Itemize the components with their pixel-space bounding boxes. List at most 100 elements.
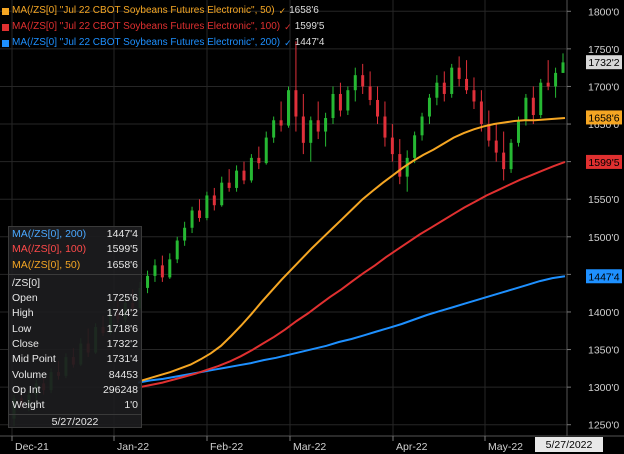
candle-body — [546, 82, 550, 87]
info-ma100-row: MA(/ZS[0], 100) 1599'5 — [9, 242, 141, 257]
info-ma200-row: MA(/ZS[0], 200) 1447'4 — [9, 227, 141, 242]
candle-body — [487, 124, 491, 141]
x-tick-label: Apr-22 — [396, 441, 428, 453]
candle-body — [264, 137, 268, 164]
candle-body — [324, 118, 328, 132]
legend-item-ma50[interactable]: MA(/ZS[0] "Jul 22 CBOT Soybeans Futures … — [2, 3, 324, 19]
candle-body — [353, 75, 357, 91]
legend-swatch — [2, 7, 9, 15]
legend-item-ma200[interactable]: MA(/ZS[0] "Jul 22 CBOT Soybeans Futures … — [2, 35, 324, 51]
candle-body — [175, 240, 179, 260]
info-label: Low — [12, 322, 32, 335]
ma100-price-tag-label: 1599'5 — [588, 157, 619, 169]
info-label: High — [12, 307, 34, 320]
ma-200-line — [137, 275, 566, 384]
candle-body — [227, 182, 231, 188]
y-tick-label: 1500'0 — [588, 232, 619, 244]
info-value: 296248 — [102, 383, 138, 396]
info-value: 1731'4 — [106, 353, 138, 366]
y-tick-label: 1800'0 — [588, 6, 619, 18]
legend-value: 1599'5 — [294, 21, 325, 32]
info-value: 1725'6 — [106, 292, 138, 305]
info-open-row: Open 1725'6 — [9, 291, 141, 306]
candle-body — [309, 120, 313, 143]
candle-body — [435, 82, 439, 98]
ma200-price-tag — [586, 269, 622, 284]
candle-body — [383, 116, 387, 138]
info-label: MA(/ZS[0], 200) — [12, 228, 87, 240]
info-symbol-row: /ZS[0] — [9, 276, 141, 291]
legend-label: MA(/ZS[0] "Jul 22 CBOT Soybeans Futures … — [12, 21, 281, 32]
candle-body — [220, 182, 224, 206]
info-label: Mid Point — [12, 353, 56, 366]
info-value: 1599'5 — [106, 243, 138, 256]
legend-value: 1658'6 — [289, 5, 319, 16]
candle-body — [413, 135, 417, 158]
y-tick-label: 1350'0 — [588, 345, 619, 357]
candle-body — [272, 120, 276, 138]
info-midpoint-row: Mid Point 1731'4 — [9, 352, 141, 367]
last-price-tag-label: 1732'2 — [588, 57, 619, 69]
candle-body — [524, 97, 528, 121]
candle-body — [554, 72, 558, 87]
x-tick-label: Feb-22 — [210, 441, 243, 453]
info-label: Weight — [12, 399, 45, 412]
info-symbol: /ZS[0] — [12, 276, 41, 289]
candle-body — [257, 157, 261, 164]
ma-100-line — [139, 160, 566, 389]
divider — [9, 273, 141, 275]
candle-body — [168, 259, 172, 278]
ma-50-line — [139, 117, 566, 383]
y-tick-label: 1700'0 — [588, 81, 619, 93]
info-low-row: Low 1718'6 — [9, 322, 141, 337]
candle-body — [531, 97, 535, 116]
x-tick-label: Mar-22 — [293, 441, 326, 453]
check-icon: ✓ — [284, 38, 292, 48]
candle-body — [205, 195, 209, 218]
candle-body — [561, 62, 565, 73]
info-label: MA(/ZS[0], 100) — [12, 243, 87, 256]
info-value: 1732'2 — [106, 338, 138, 351]
candle-body — [516, 120, 520, 143]
info-ma50-row: MA(/ZS[0], 50) 1658'6 — [9, 258, 141, 273]
candle-body — [457, 67, 461, 79]
y-tick-label: 1750'0 — [588, 44, 619, 56]
info-label: Op Int — [12, 383, 41, 396]
candle-body — [146, 275, 150, 288]
legend-value: 1447'4 — [294, 37, 325, 48]
legend-label: MA(/ZS[0] "Jul 22 CBOT Soybeans Futures … — [12, 5, 275, 16]
y-tick-label: 1400'0 — [588, 307, 619, 319]
x-tick-label: May-22 — [488, 441, 523, 453]
candle-body — [235, 170, 239, 188]
candle-body — [287, 90, 290, 126]
candle-body — [405, 157, 409, 177]
candle-body — [427, 97, 431, 117]
candle-body — [346, 90, 350, 111]
candle-body — [502, 152, 506, 170]
y-tick-label: 1250'0 — [588, 420, 619, 432]
candle-body — [212, 195, 216, 206]
candle-body — [294, 90, 298, 117]
y-tick-label: 1300'0 — [588, 382, 619, 394]
candle-body — [183, 227, 187, 241]
info-label: Volume — [12, 368, 48, 381]
candle-body — [249, 157, 253, 181]
legend-swatch — [2, 23, 9, 31]
info-high-row: High 1744'2 — [9, 306, 141, 321]
info-date: 5/27/2022 — [9, 413, 141, 430]
candle-body — [450, 67, 454, 94]
ma100-price-tag — [586, 154, 622, 169]
info-value: 1744'2 — [106, 307, 138, 320]
info-label: Open — [12, 292, 38, 305]
candle-body — [539, 82, 543, 116]
price-axis: 1800'01750'01700'01650'01600'01550'01500… — [567, 6, 619, 432]
candle-body — [153, 265, 157, 276]
candle-body — [301, 116, 305, 143]
cursor-date-label: 5/27/2022 — [546, 439, 593, 451]
candle-body — [479, 101, 483, 125]
ma200-price-tag-label: 1447'4 — [588, 271, 619, 283]
price-tags: 1732'2 1658'6 1599'5 1447'4 — [586, 55, 622, 284]
info-openint-row: Op Int 296248 — [9, 383, 141, 398]
info-label: MA(/ZS[0], 50) — [12, 258, 81, 271]
legend-item-ma100[interactable]: MA(/ZS[0] "Jul 22 CBOT Soybeans Futures … — [2, 19, 324, 35]
